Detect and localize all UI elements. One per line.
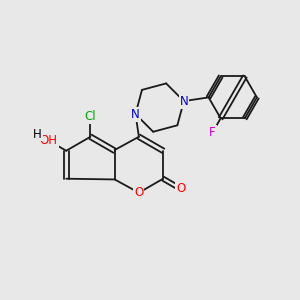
Text: N: N xyxy=(131,108,140,121)
Text: F: F xyxy=(209,126,216,139)
Text: H: H xyxy=(33,128,42,140)
Text: N: N xyxy=(179,94,188,108)
Text: OH: OH xyxy=(40,134,58,147)
Text: O: O xyxy=(176,182,185,195)
Text: Cl: Cl xyxy=(85,110,96,123)
Text: O: O xyxy=(134,186,143,199)
